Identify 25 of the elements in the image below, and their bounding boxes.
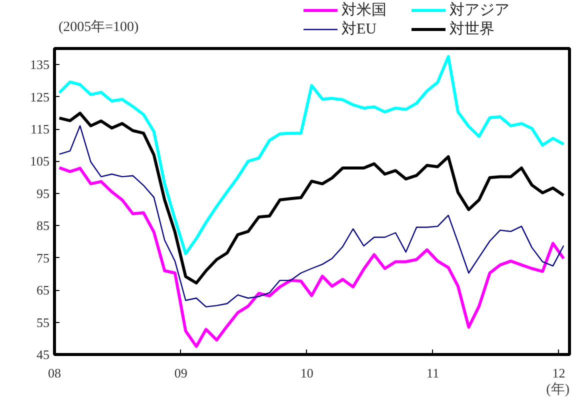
y-tick-label: 65 xyxy=(36,282,50,298)
x-axis-title: (年) xyxy=(546,382,570,398)
line-series xyxy=(58,125,564,308)
x-tick-label: 10 xyxy=(300,366,314,380)
line-series xyxy=(58,55,566,256)
x-tick-label: 11 xyxy=(426,366,440,380)
y-tick-label: 45 xyxy=(36,347,50,362)
x-tick-label: 09 xyxy=(174,366,188,380)
y-tick-label: 125 xyxy=(30,89,50,104)
y-tick-label: 105 xyxy=(30,154,50,169)
legend-label: 対アジア xyxy=(450,2,510,18)
legend-label: 対世界 xyxy=(450,20,494,38)
y-tick-label: 75 xyxy=(36,250,50,266)
line-series xyxy=(58,112,566,284)
y-tick-label: 135 xyxy=(30,57,50,72)
y-tick-label: 95 xyxy=(36,186,50,201)
y-axis-title: (2005年=100) xyxy=(58,19,140,35)
legend-label: 対米国 xyxy=(342,2,386,18)
x-tick-label: 12 xyxy=(552,366,566,380)
x-tick-label: 08 xyxy=(48,366,61,380)
y-tick-label: 55 xyxy=(36,314,50,330)
legend-label: 対EU xyxy=(342,20,377,38)
y-tick-label: 115 xyxy=(30,122,50,137)
y-tick-label: 85 xyxy=(36,218,50,234)
line-series xyxy=(58,166,566,348)
